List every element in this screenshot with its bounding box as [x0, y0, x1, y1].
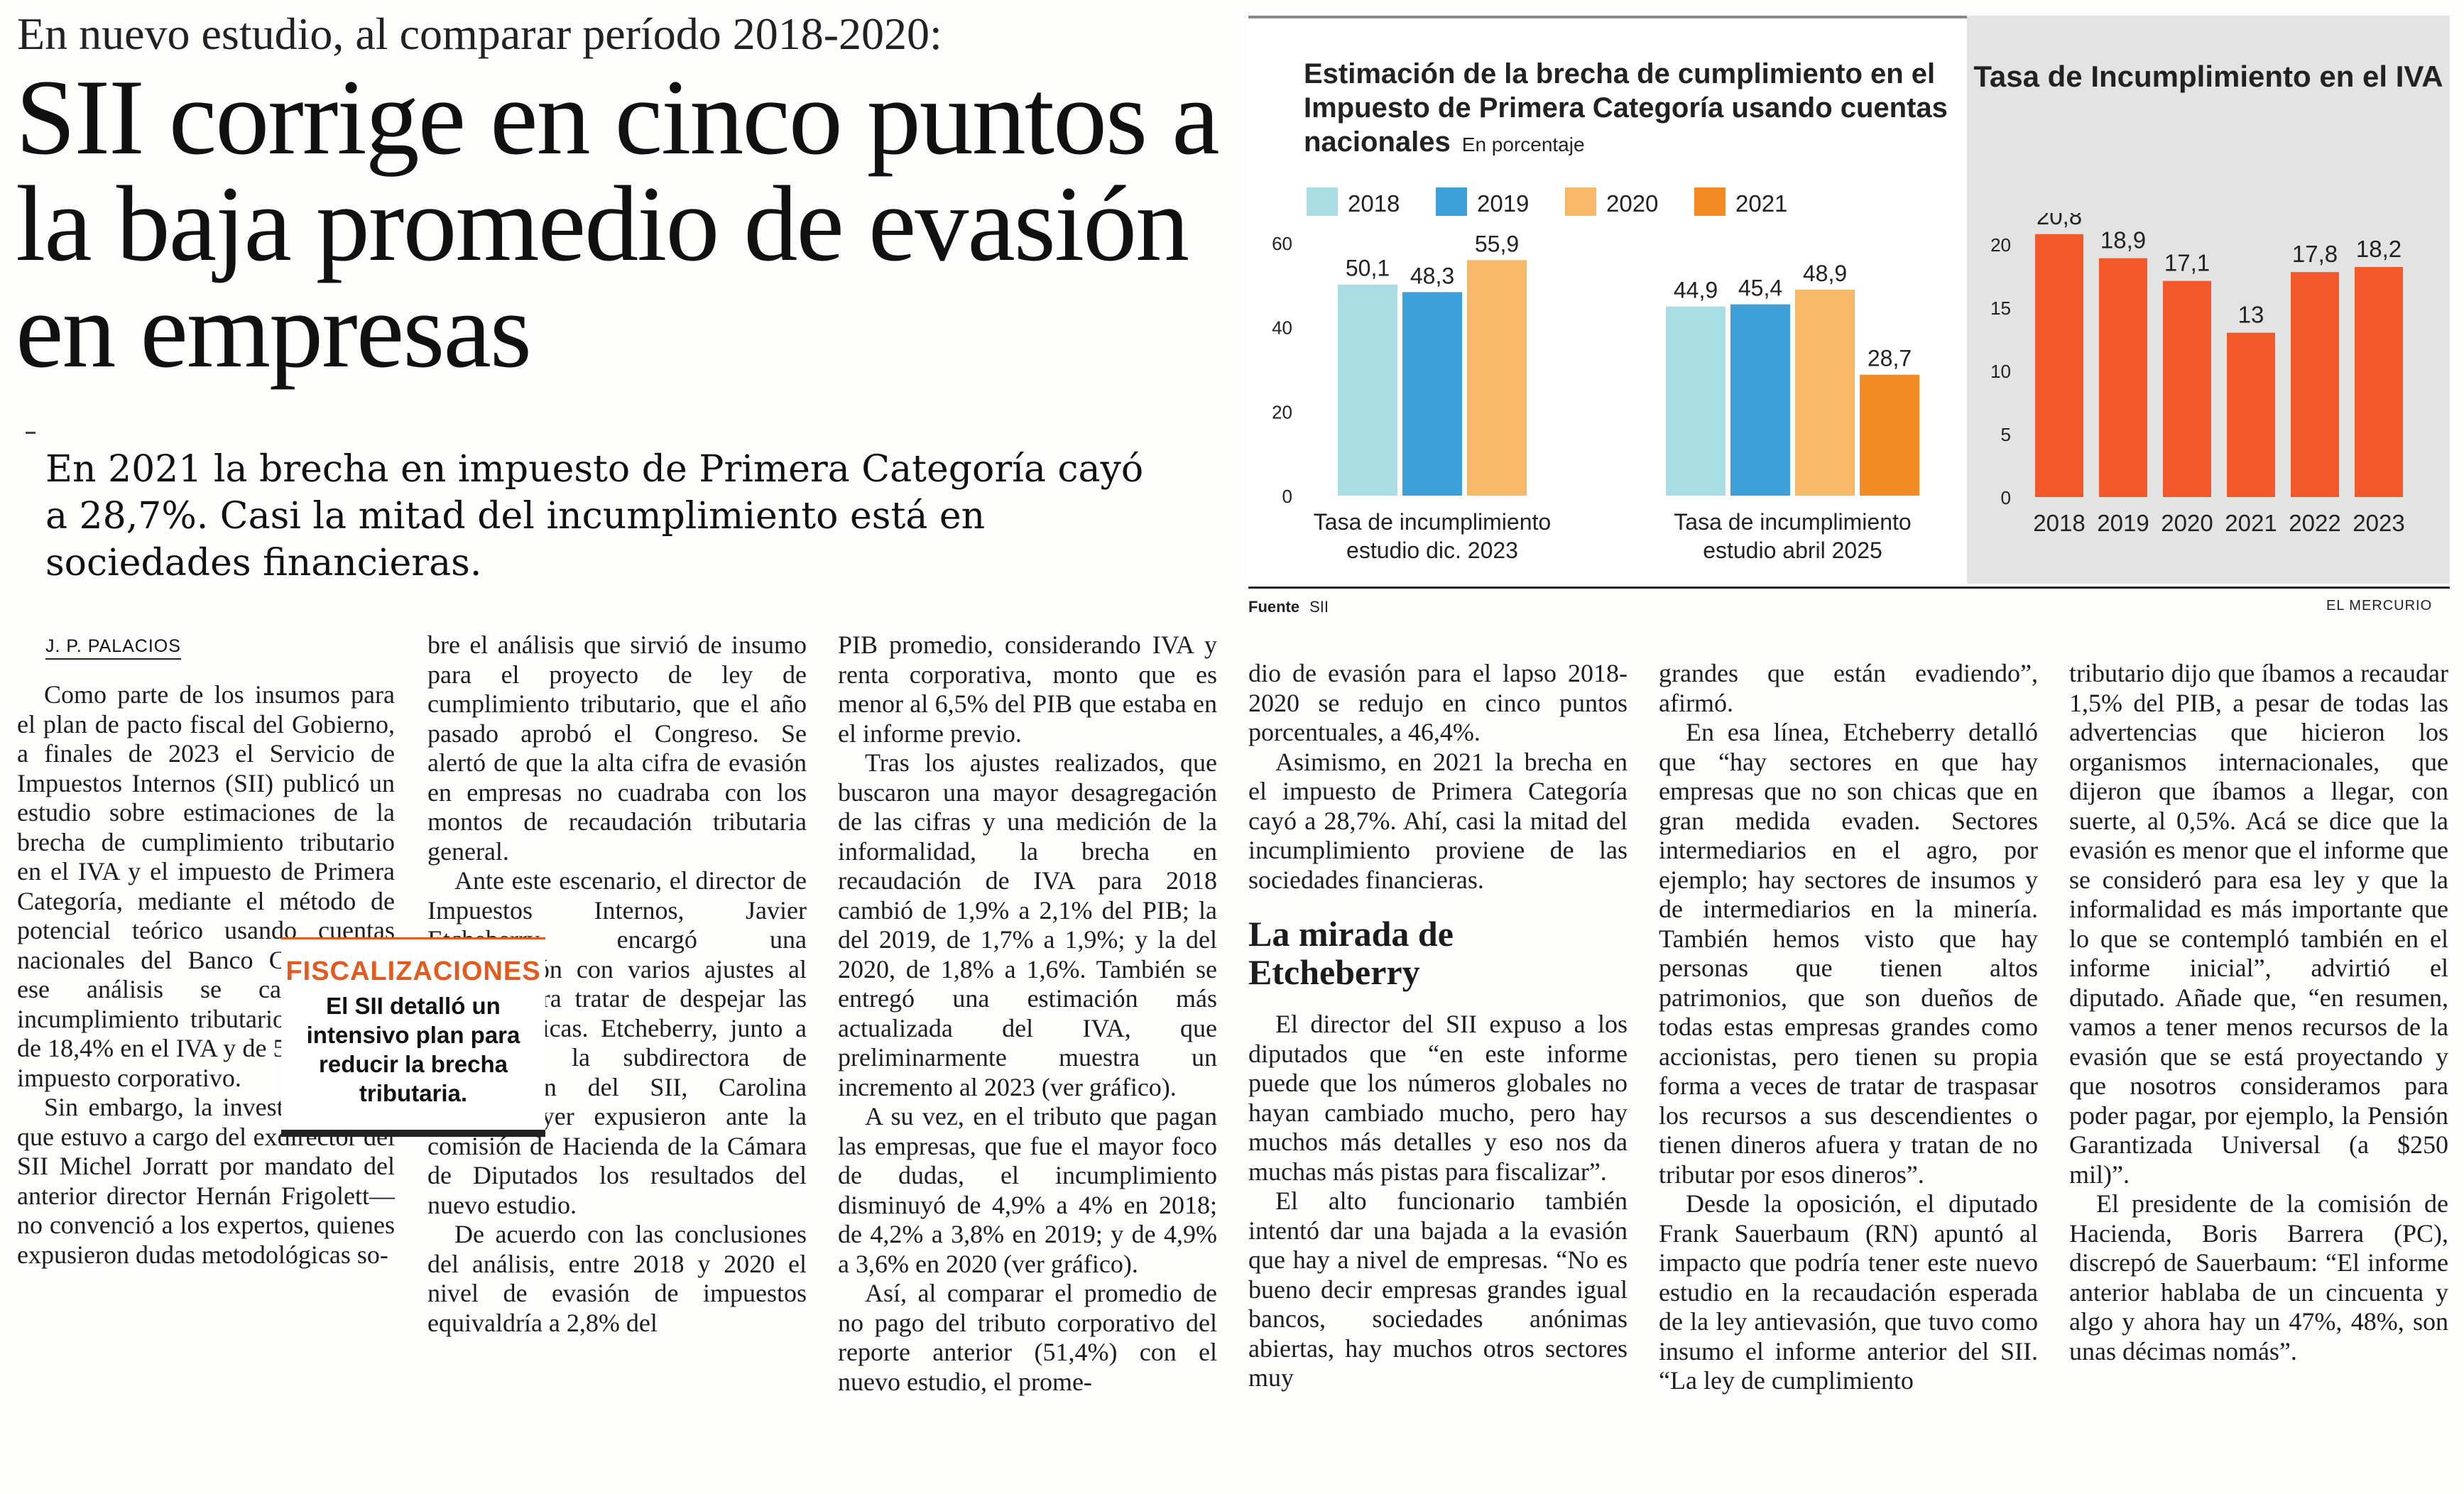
- y-tick-label: 20: [1272, 401, 1292, 422]
- chart-title-text: Estimación de la brecha de cumplimiento …: [1304, 58, 1948, 158]
- y-tick-label: 40: [1272, 317, 1292, 339]
- legend-label-2020: 2020: [1606, 190, 1658, 217]
- x-tick-label: 2019: [2097, 510, 2149, 536]
- bar-value-label: 48,9: [1803, 261, 1847, 286]
- x-tick-label: 2022: [2289, 510, 2340, 536]
- infographic-top-rule: [1248, 16, 2450, 18]
- x-tick-label: 2023: [2353, 510, 2404, 536]
- bar-iva-2022: [2291, 272, 2339, 497]
- bar-value-label: 48,3: [1410, 263, 1454, 288]
- headline: SII corrige en cinco puntos a la baja pr…: [16, 58, 1220, 390]
- byline: J. P. PALACIOS: [45, 636, 181, 660]
- source-label: Fuente: [1248, 598, 1300, 616]
- bar-value-label: 17,8: [2292, 241, 2338, 267]
- brand-credit: EL MERCURIO: [2326, 598, 2433, 614]
- bar-2020-group-2: [1795, 289, 1855, 496]
- y-tick-label: 10: [1990, 361, 2011, 382]
- article-column-4: dio de evasión para el lapso 2018-2020 s…: [1248, 659, 1628, 1476]
- article-column-6: tributario dijo que íbamos a recaudar 1,…: [2069, 659, 2448, 1476]
- paragraph: Asimismo, en 2021 la brecha en el impues…: [1248, 747, 1628, 894]
- bar-value-label: 45,4: [1738, 276, 1782, 301]
- bar-value-label: 44,9: [1674, 278, 1718, 303]
- bar-value-label: 28,7: [1868, 346, 1912, 371]
- chart-primera-categoria: 2018 2019 2020 2021 0 20 40 60 50,1 48,3 55,9 Tasa …: [1272, 187, 1919, 563]
- legend-swatch-2020: [1565, 187, 1596, 216]
- legend-label-2021: 2021: [1735, 190, 1787, 217]
- legend-swatch-2019: [1436, 187, 1467, 216]
- paragraph: grandes que están evadiendo”, afirmó.: [1659, 659, 2038, 717]
- paragraph: PIB promedio, considerando IVA y renta c…: [838, 631, 1217, 748]
- article-column-5: grandes que están evadiendo”, afirmó. En…: [1659, 659, 2038, 1476]
- source-line: Fuente SII: [1248, 598, 1329, 616]
- paragraph: tributario dijo que íbamos a recaudar 1,…: [2069, 659, 2448, 1189]
- subhead: La mirada de Etcheberry: [1248, 914, 1454, 992]
- paragraph: A su vez, en el tributo que pagan las em…: [838, 1102, 1217, 1278]
- dek: En 2021 la brecha en impuesto de Primera…: [45, 448, 1144, 584]
- bar-value-label: 18,9: [2100, 227, 2146, 253]
- callout-label: FISCALIZACIONES: [285, 956, 541, 986]
- bar-2018-group-2: [1666, 306, 1726, 496]
- bar-value-label: 17,1: [2164, 250, 2210, 276]
- y-tick-label: 60: [1272, 233, 1292, 254]
- bar-iva-2019: [2099, 258, 2147, 497]
- chart-subtitle: En porcentaje: [1461, 133, 1585, 156]
- bar-value-label: 20,8: [2037, 213, 2082, 229]
- kicker: En nuevo estudio, al comparar período 20…: [17, 9, 942, 59]
- y-tick-label: 15: [1990, 298, 2011, 319]
- bar-value-label: 55,9: [1475, 231, 1519, 256]
- y-tick-label: 5: [2001, 424, 2011, 445]
- paragraph: Desde la oposición, el diputado Frank Sa…: [1659, 1189, 2038, 1395]
- y-tick-label: 0: [2001, 487, 2011, 508]
- bar-iva-2020: [2163, 280, 2211, 497]
- callout-text: El SII detalló un intensivo plan para re…: [306, 993, 520, 1106]
- paragraph: Ante este escenario, el director de Impu…: [427, 866, 807, 1219]
- paragraph: bre el análisis que sirvió de insumo par…: [427, 631, 807, 866]
- paragraph: El alto funcionario también intentó dar …: [1248, 1187, 1628, 1392]
- paragraph: En esa línea, Etcheberry detalló que “ha…: [1659, 718, 2038, 1189]
- category-label: Tasa de incumplimiento estudio dic. 2023: [1314, 509, 1551, 563]
- bar-iva-2018: [2035, 234, 2083, 497]
- headline-rule: [26, 432, 36, 434]
- bar-iva-2021: [2227, 332, 2275, 497]
- paragraph: El presidente de la comisión de Hacienda…: [2069, 1189, 2448, 1365]
- x-tick-label: 2018: [2033, 510, 2085, 536]
- legend-label-2018: 2018: [1348, 190, 1400, 217]
- bar-iva-2023: [2355, 267, 2403, 497]
- paragraph: dio de evasión para el lapso 2018-2020 s…: [1248, 659, 1628, 746]
- chart-title-iva: Tasa de Incumplimiento en el IVA: [1973, 60, 2443, 93]
- chart-iva: 0 5 10 15 20 20,8 2018 18,9 2019 17,1 2020 13 2021 17…: [1990, 213, 2405, 536]
- x-tick-label: 2020: [2161, 510, 2213, 536]
- legend-swatch-2018: [1307, 187, 1338, 216]
- bar-2019-group-1: [1402, 292, 1462, 496]
- source-rule: [1248, 587, 2450, 589]
- bar-value-label: 18,2: [2356, 236, 2402, 262]
- paragraph: De acuerdo con las conclusiones del anál…: [427, 1220, 807, 1337]
- fiscalizaciones-callout: FISCALIZACIONES El SII detalló un intens…: [281, 937, 545, 1137]
- bar-2020-group-1: [1467, 260, 1527, 496]
- source-value: SII: [1309, 598, 1329, 616]
- chart-title-primera-categoria: Estimación de la brecha de cumplimiento …: [1304, 57, 1985, 162]
- bar-2021-group-2: [1860, 374, 1919, 496]
- paragraph: Así, al comparar el promedio de no pago …: [838, 1279, 1217, 1396]
- category-label: Tasa de incumplimiento estudio abril 2025: [1674, 509, 1911, 563]
- paragraph: Tras los ajustes realizados, que buscaro…: [838, 748, 1217, 1101]
- legend-swatch-2021: [1694, 187, 1726, 216]
- bar-2019-group-2: [1730, 304, 1790, 496]
- y-tick-label: 20: [1990, 234, 2011, 256]
- y-tick-label: 0: [1282, 486, 1292, 507]
- article-column-2: bre el análisis que sirvió de insumo par…: [427, 631, 807, 1476]
- article-column-3: PIB promedio, considerando IVA y renta c…: [838, 631, 1217, 1476]
- x-tick-label: 2021: [2225, 510, 2277, 536]
- paragraph: El director del SII expuso a los diputad…: [1248, 1010, 1628, 1186]
- bar-2018-group-1: [1338, 284, 1397, 496]
- bar-value-label: 13: [2238, 302, 2264, 328]
- bar-value-label: 50,1: [1346, 256, 1390, 281]
- legend-label-2019: 2019: [1477, 190, 1529, 217]
